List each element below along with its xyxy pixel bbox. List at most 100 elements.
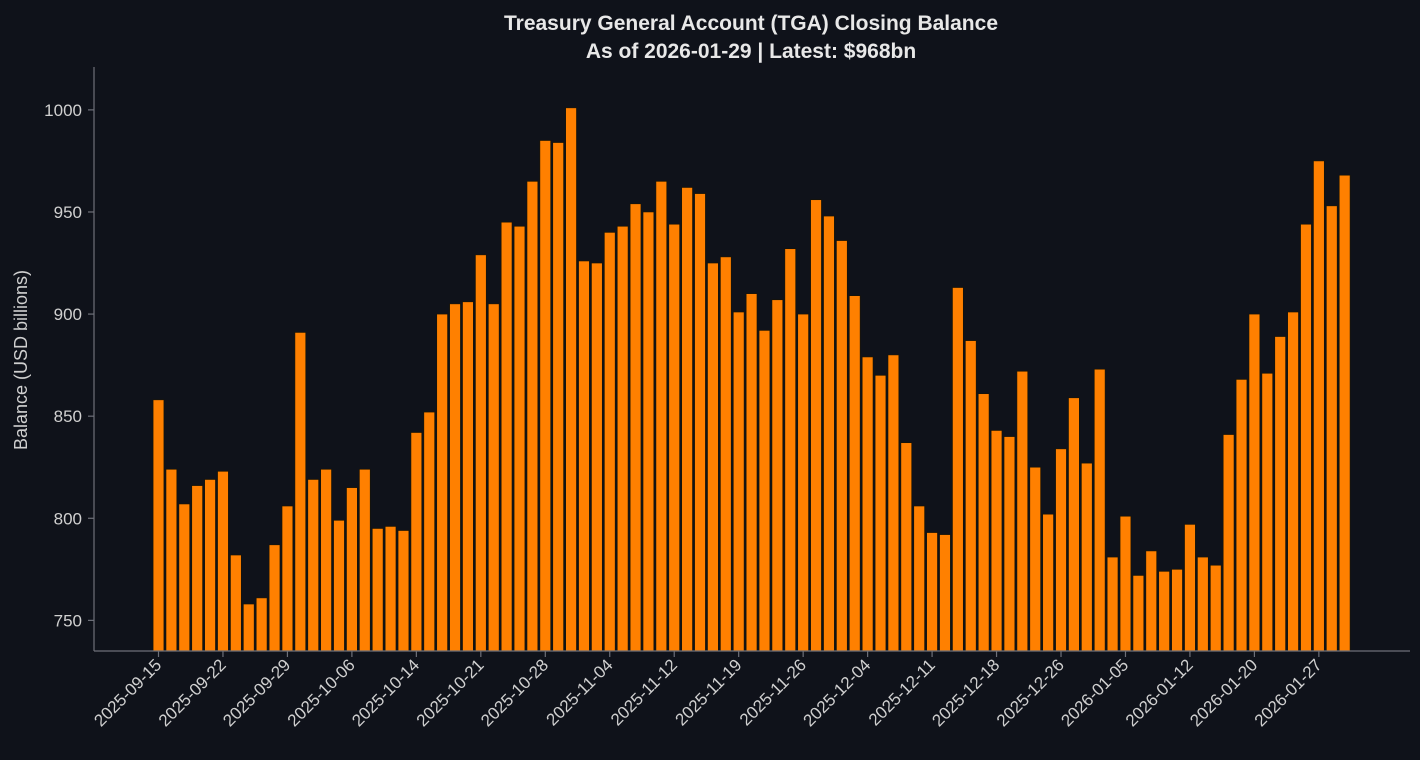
x-tick-label: 2025-10-21 xyxy=(413,655,488,730)
bar xyxy=(913,505,925,652)
x-tick-label: 2026-01-05 xyxy=(1057,655,1132,730)
bar xyxy=(1222,434,1235,652)
bar xyxy=(397,530,410,652)
bar xyxy=(591,262,603,652)
bar xyxy=(952,287,964,652)
bar xyxy=(359,468,371,652)
bar xyxy=(1003,436,1016,652)
bar xyxy=(1081,462,1093,652)
x-tick-label: 2025-11-19 xyxy=(671,655,745,729)
bar xyxy=(836,240,848,652)
x-tick-label: 2026-01-27 xyxy=(1251,655,1326,730)
x-tick-label: 2025-10-06 xyxy=(284,655,359,730)
x-tick-label: 2025-11-04 xyxy=(543,655,617,729)
bar xyxy=(268,544,281,652)
bar xyxy=(1145,550,1157,652)
bar xyxy=(1055,448,1067,652)
x-axis-ticks: 2025-09-152025-09-222025-09-292025-10-06… xyxy=(90,651,1326,730)
bar xyxy=(539,140,551,652)
bar xyxy=(384,526,397,652)
bar xyxy=(887,354,900,652)
bar xyxy=(1235,379,1248,652)
x-tick-label: 2025-12-26 xyxy=(993,655,1068,730)
bar xyxy=(745,293,758,652)
bar xyxy=(797,313,809,652)
x-tick-label: 2026-01-12 xyxy=(1122,655,1197,730)
bar xyxy=(500,221,513,652)
y-tick-label: 850 xyxy=(54,407,82,426)
bar xyxy=(1248,313,1261,652)
bar xyxy=(668,223,680,652)
x-tick-label: 2025-11-26 xyxy=(736,655,810,729)
bar xyxy=(243,603,255,652)
bar xyxy=(230,554,242,652)
bar xyxy=(1016,370,1029,652)
bar xyxy=(655,181,668,652)
bar xyxy=(810,199,822,652)
bar xyxy=(281,505,294,652)
bar xyxy=(977,393,990,652)
bar xyxy=(900,442,912,652)
bar xyxy=(410,432,423,652)
bar xyxy=(681,187,693,652)
bar xyxy=(488,303,500,652)
bar xyxy=(1300,223,1312,652)
bar xyxy=(1029,466,1041,652)
bar xyxy=(255,597,268,652)
chart-subtitle: As of 2026-01-29 | Latest: $968bn xyxy=(586,40,916,63)
x-tick-label: 2026-01-20 xyxy=(1186,655,1261,730)
bar xyxy=(1171,569,1183,652)
bar xyxy=(165,468,178,652)
y-tick-label: 950 xyxy=(54,203,82,222)
x-tick-label: 2025-09-15 xyxy=(90,655,165,730)
x-tick-label: 2025-12-04 xyxy=(800,655,875,730)
bar xyxy=(1119,515,1132,652)
bar xyxy=(1184,524,1196,652)
bar xyxy=(1158,571,1170,652)
bar xyxy=(784,248,796,652)
bar xyxy=(707,262,719,652)
x-tick-label: 2025-11-12 xyxy=(607,655,681,729)
bar xyxy=(217,471,229,652)
bar xyxy=(191,485,203,652)
bar xyxy=(1326,205,1338,652)
bar xyxy=(1132,575,1145,652)
y-axis-label: Balance (USD billions) xyxy=(11,270,31,450)
bar xyxy=(346,487,358,652)
bar xyxy=(990,430,1003,652)
y-tick-label: 1000 xyxy=(44,101,82,120)
bar xyxy=(294,332,307,652)
bar xyxy=(758,330,771,652)
bar xyxy=(629,203,642,652)
bar xyxy=(449,303,461,652)
x-tick-label: 2025-10-28 xyxy=(477,655,552,730)
bar xyxy=(939,534,951,652)
bar xyxy=(1042,513,1054,652)
x-tick-label: 2025-10-14 xyxy=(348,655,423,730)
bar xyxy=(849,295,861,652)
bar xyxy=(1197,556,1209,652)
bar xyxy=(1210,564,1222,652)
bar xyxy=(720,256,732,652)
bar xyxy=(771,299,784,652)
bar xyxy=(333,520,345,652)
x-tick-label: 2025-09-29 xyxy=(219,655,294,730)
bar xyxy=(1068,397,1080,652)
bar xyxy=(694,193,706,652)
y-tick-label: 750 xyxy=(54,611,82,630)
bar xyxy=(552,142,564,652)
x-tick-label: 2025-12-18 xyxy=(928,655,1003,730)
bar xyxy=(178,503,190,652)
bar xyxy=(604,232,616,652)
bar xyxy=(926,532,938,652)
bar xyxy=(462,301,474,652)
bar xyxy=(1313,160,1325,652)
y-axis-ticks: 750 800 850 900 950 1000 xyxy=(44,101,94,630)
chart-title: Treasury General Account (TGA) Closing B… xyxy=(504,12,998,35)
bar xyxy=(1274,336,1286,652)
bar xyxy=(320,468,332,652)
bar-series xyxy=(152,107,1351,652)
bar xyxy=(823,215,835,652)
bar xyxy=(1261,372,1274,652)
bar xyxy=(1106,556,1119,652)
